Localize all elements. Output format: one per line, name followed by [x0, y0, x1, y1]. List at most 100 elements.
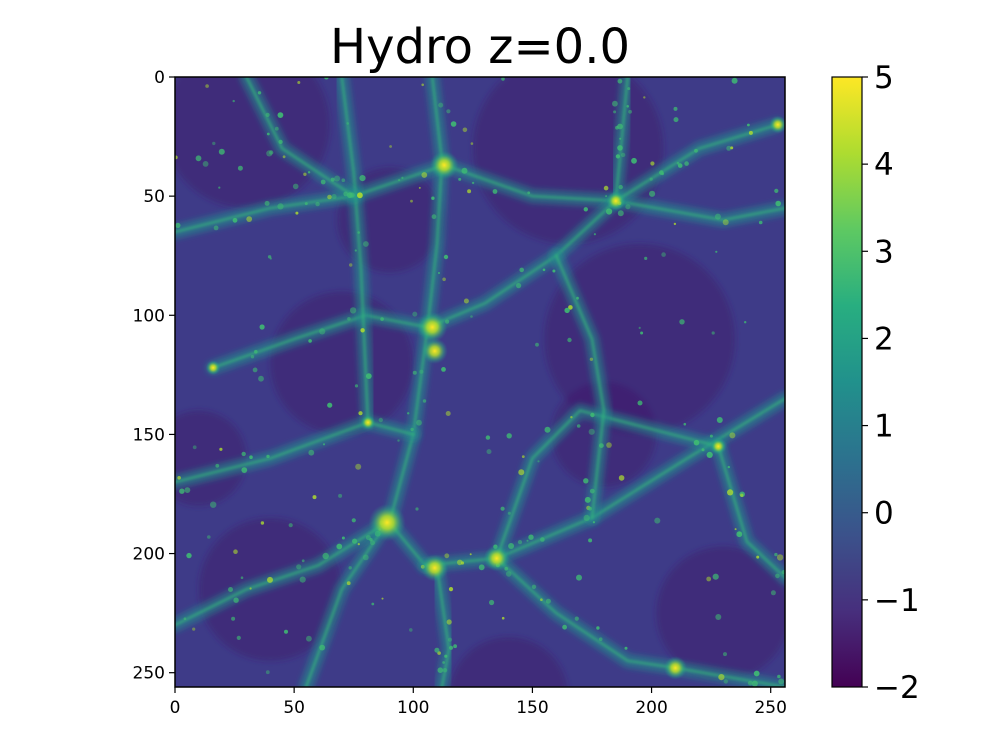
- halo-point: [587, 506, 592, 511]
- halo-point: [219, 447, 223, 451]
- halo-point: [463, 298, 469, 304]
- halo-point: [265, 112, 270, 117]
- halo-point: [322, 552, 329, 560]
- halo-point: [241, 467, 248, 473]
- filament-core: [495, 409, 720, 560]
- halo-point: [505, 571, 512, 577]
- halo-point: [527, 191, 531, 195]
- halo-point: [613, 110, 617, 114]
- colorbar-tick-label: 4: [874, 147, 894, 183]
- halo-point: [308, 339, 312, 343]
- halo-point: [202, 161, 209, 167]
- y-tick-label: 0: [154, 68, 165, 88]
- halo-point: [237, 165, 243, 171]
- halo-point: [215, 463, 220, 468]
- halo-point: [231, 616, 236, 621]
- halo-point: [422, 399, 427, 403]
- y-axis: 0 50 100 150 200 250: [133, 68, 175, 684]
- halo-point: [450, 121, 457, 127]
- halo-point: [421, 83, 425, 87]
- halo-point: [292, 183, 299, 190]
- halo-point: [518, 469, 525, 476]
- halo-point: [412, 311, 418, 317]
- halo-point: [365, 373, 372, 379]
- halo-point: [747, 680, 753, 686]
- halo-point: [715, 250, 718, 253]
- halo-point: [184, 487, 191, 493]
- halo-point: [307, 171, 311, 174]
- halo-point: [775, 573, 780, 579]
- halo-point: [179, 488, 185, 494]
- halo-point: [228, 587, 233, 592]
- halo-point: [415, 507, 419, 511]
- halo-point: [540, 598, 543, 601]
- halo-point: [444, 654, 448, 658]
- halo-point: [638, 326, 641, 329]
- halo-point: [706, 576, 712, 582]
- halo-point: [240, 576, 244, 579]
- halo-point: [583, 514, 590, 522]
- halo-point: [617, 78, 623, 84]
- halo-point: [470, 315, 473, 318]
- halo-point: [628, 109, 632, 114]
- halo-point: [438, 272, 440, 274]
- plot-frame: [174, 76, 786, 688]
- filament-core: [245, 77, 356, 198]
- halo-point: [584, 496, 591, 503]
- halo-point: [625, 204, 631, 210]
- halo-point: [709, 434, 713, 438]
- halo-point: [736, 531, 743, 538]
- halo-point: [545, 598, 551, 604]
- halo-point: [349, 307, 357, 314]
- halo-point: [747, 123, 750, 127]
- halo-point: [758, 220, 763, 225]
- halo-point: [599, 443, 604, 448]
- filament-core: [716, 444, 785, 579]
- halo-point: [637, 400, 643, 406]
- halo-point: [644, 256, 648, 260]
- halo-point: [469, 553, 472, 556]
- halo-point: [726, 145, 732, 151]
- halo-point: [756, 555, 760, 559]
- halo-point: [716, 417, 723, 423]
- halo-point: [233, 549, 238, 554]
- halo-point: [416, 419, 422, 426]
- halo-point: [576, 296, 579, 300]
- halo-point: [618, 475, 625, 481]
- colorbar-axis: 5 4 3 2 1 0 −1 −2: [862, 60, 920, 706]
- halo-point: [343, 191, 349, 197]
- halo-point: [598, 637, 603, 641]
- halo-point: [588, 428, 595, 435]
- halo-point: [264, 200, 270, 206]
- halo-point: [351, 518, 356, 523]
- halo-point: [489, 599, 495, 606]
- halo-point: [446, 109, 451, 114]
- halo-point: [266, 454, 270, 459]
- bright-clump: [710, 438, 727, 455]
- halo-point: [654, 517, 661, 524]
- void-region: [175, 77, 330, 209]
- halo-point: [485, 435, 491, 440]
- halo-point: [434, 647, 440, 653]
- bright-clump: [606, 191, 626, 211]
- halo-point: [775, 200, 781, 207]
- halo-point: [612, 100, 618, 107]
- halo-point: [589, 357, 594, 361]
- colorbar-tick-label: −1: [874, 583, 920, 619]
- halo-point: [778, 678, 785, 685]
- halo-point: [409, 628, 413, 632]
- halo-point: [777, 674, 781, 679]
- halo-point: [441, 367, 446, 372]
- halo-point: [617, 210, 624, 217]
- halo-point: [282, 155, 286, 159]
- halo-point: [673, 222, 677, 226]
- bright-clump: [360, 415, 376, 430]
- halo-point: [521, 455, 525, 458]
- halo-point: [734, 528, 737, 531]
- halo-point: [346, 581, 351, 586]
- halo-point: [727, 465, 730, 469]
- halo-point: [606, 442, 612, 448]
- halo-point: [349, 192, 355, 198]
- halo-point: [269, 257, 272, 260]
